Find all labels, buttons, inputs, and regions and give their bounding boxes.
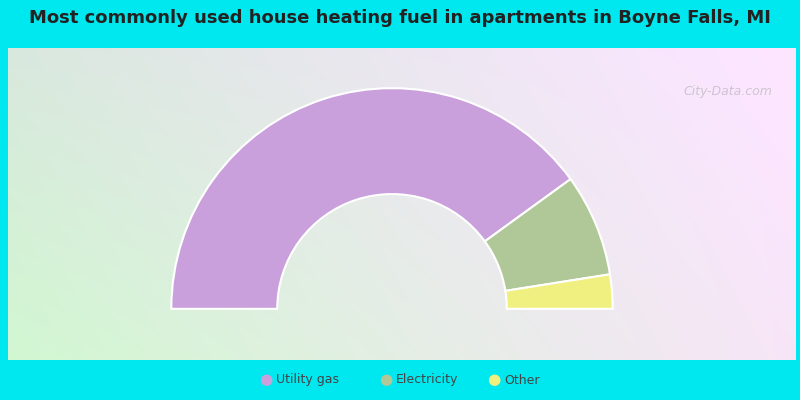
Text: ●: ●: [487, 372, 500, 388]
Text: Electricity: Electricity: [396, 374, 458, 386]
Text: Utility gas: Utility gas: [276, 374, 339, 386]
Text: Most commonly used house heating fuel in apartments in Boyne Falls, MI: Most commonly used house heating fuel in…: [29, 9, 771, 27]
Wedge shape: [171, 88, 570, 309]
Text: ●: ●: [259, 372, 272, 388]
Wedge shape: [506, 274, 613, 309]
Text: ●: ●: [379, 372, 392, 388]
Wedge shape: [485, 179, 610, 291]
Text: City-Data.com: City-Data.com: [683, 86, 772, 98]
Text: Other: Other: [504, 374, 539, 386]
